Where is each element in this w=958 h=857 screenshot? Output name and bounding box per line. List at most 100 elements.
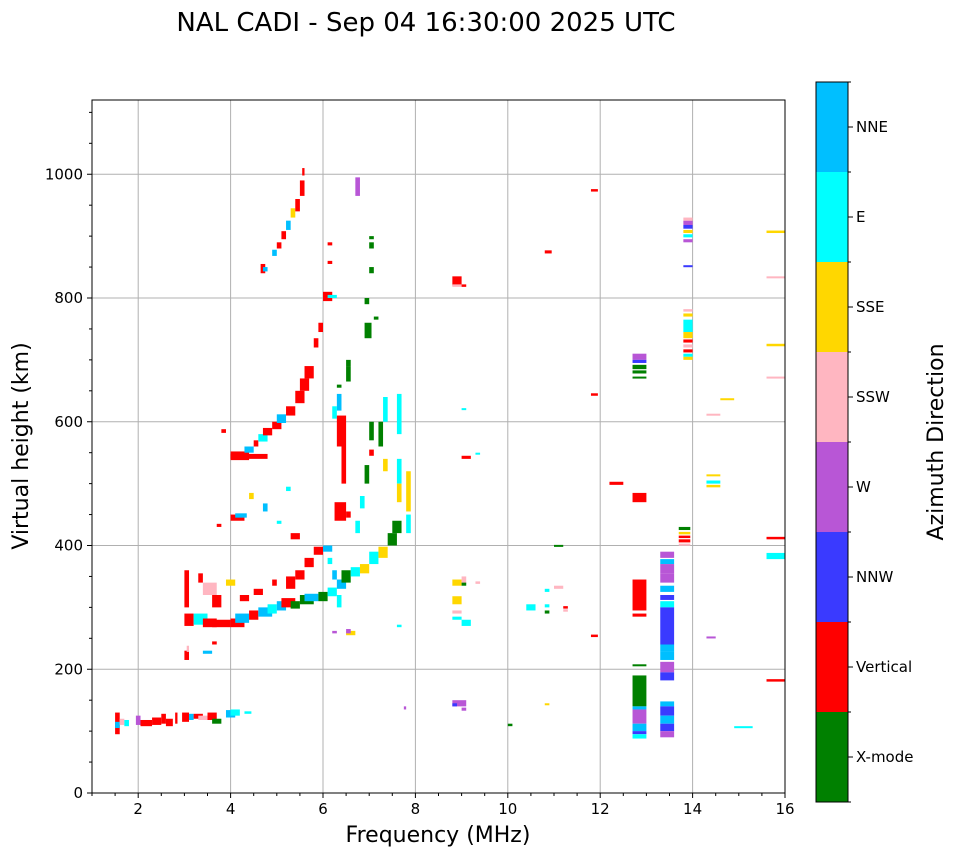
echo-point-nne bbox=[244, 446, 254, 453]
echo-point-x-mode bbox=[369, 267, 374, 274]
echo-point-e bbox=[683, 319, 693, 333]
colorbar-band-ssw bbox=[816, 352, 848, 442]
echo-point-vertical bbox=[304, 366, 314, 379]
echo-point-e bbox=[286, 486, 291, 492]
echo-point-vertical bbox=[341, 446, 347, 484]
echo-point-nne bbox=[262, 267, 268, 272]
colorbar-band-x-mode bbox=[816, 712, 848, 802]
y-tick-label: 0 bbox=[73, 784, 83, 802]
echo-point-w bbox=[452, 700, 467, 707]
echo-point-vertical bbox=[281, 231, 287, 240]
echo-point-vertical bbox=[295, 199, 300, 212]
x-tick-label: 16 bbox=[775, 800, 794, 818]
echo-point-sse bbox=[706, 484, 721, 488]
echo-point-e bbox=[396, 458, 402, 484]
x-axis-ticks: 2 4 6 8 10 12 14 16 bbox=[91, 793, 795, 818]
colorbar-label-ssw: SSW bbox=[856, 388, 890, 406]
echo-point-nnw bbox=[660, 706, 675, 716]
echo-point-vertical bbox=[295, 390, 305, 404]
echo-point-ssw bbox=[452, 284, 462, 287]
echo-point-nnw bbox=[683, 224, 693, 229]
echo-point-sse bbox=[225, 579, 236, 586]
echo-point-nne bbox=[632, 723, 647, 732]
echo-point-w bbox=[706, 636, 716, 639]
echo-point-vertical bbox=[295, 570, 305, 580]
echo-point-vertical bbox=[152, 717, 162, 725]
echo-point-vertical bbox=[198, 573, 203, 583]
echo-point-x-mode bbox=[364, 298, 370, 305]
colorbar-band-e bbox=[816, 172, 848, 262]
echo-point-vertical bbox=[461, 284, 467, 287]
colorbar-band-sse bbox=[816, 262, 848, 352]
echo-point-x-mode bbox=[369, 421, 374, 441]
colorbar-label-nnw: NNW bbox=[856, 568, 893, 586]
echo-point-vertical bbox=[239, 595, 250, 602]
plot-frame bbox=[91, 99, 786, 794]
echo-point-nnw bbox=[632, 359, 647, 363]
echo-point-nne bbox=[660, 644, 675, 652]
echo-point-x-mode bbox=[632, 675, 647, 707]
echo-point-vertical bbox=[175, 712, 178, 724]
echo-point-w bbox=[632, 709, 647, 724]
echo-point-sse bbox=[678, 531, 691, 535]
echo-point-vertical bbox=[286, 576, 296, 589]
echo-point-e bbox=[369, 551, 379, 565]
echo-point-w bbox=[683, 239, 693, 243]
echo-point-vertical bbox=[281, 598, 296, 608]
echo-point-e bbox=[766, 552, 785, 560]
echo-point-sse bbox=[683, 229, 693, 234]
echo-point-e bbox=[632, 734, 647, 739]
echo-point-ssw bbox=[186, 645, 190, 652]
echo-point-w bbox=[403, 706, 407, 710]
echo-point-vertical bbox=[262, 427, 273, 436]
echo-point-e bbox=[267, 604, 277, 614]
echo-point-vertical bbox=[336, 415, 347, 447]
x-tick-label: 8 bbox=[411, 800, 421, 818]
echo-point-sse bbox=[406, 471, 411, 512]
echo-point-nnw bbox=[683, 265, 693, 268]
echo-point-ssw bbox=[198, 715, 208, 720]
chart-title: NAL CADI - Sep 04 16:30:00 2025 UTC bbox=[176, 8, 675, 38]
echo-point-sse bbox=[249, 492, 254, 500]
echo-point-vertical bbox=[184, 650, 190, 660]
colorbar-band-w bbox=[816, 442, 848, 532]
echo-point-x-mode bbox=[632, 364, 647, 370]
echo-point-vertical bbox=[683, 339, 693, 343]
echo-point-e bbox=[475, 452, 481, 455]
echo-point-w bbox=[355, 177, 360, 196]
echo-point-nne bbox=[332, 570, 337, 580]
echo-point-vertical bbox=[632, 492, 647, 503]
gridlines bbox=[92, 100, 785, 793]
x-axis-label: Frequency (MHz) bbox=[346, 823, 531, 848]
echo-point-nne bbox=[336, 579, 347, 589]
echo-point-vertical bbox=[302, 168, 305, 176]
echo-point-sse bbox=[378, 546, 388, 558]
echo-point-e bbox=[544, 588, 550, 592]
x-tick-label: 12 bbox=[591, 800, 610, 818]
echo-point-nne bbox=[286, 220, 291, 230]
echo-point-w bbox=[660, 731, 675, 738]
echo-point-nne bbox=[632, 706, 647, 710]
echo-point-sse bbox=[544, 703, 550, 706]
echo-point-w bbox=[632, 353, 647, 360]
echo-point-e bbox=[396, 624, 402, 628]
echo-point-nne bbox=[262, 503, 268, 512]
echo-point-vertical bbox=[184, 613, 194, 626]
echo-point-x-mode bbox=[341, 570, 351, 583]
echo-point-e bbox=[359, 496, 365, 509]
y-axis-label: Virtual height (km) bbox=[9, 342, 34, 549]
echo-point-vertical bbox=[221, 429, 226, 433]
x-tick-label: 14 bbox=[683, 800, 702, 818]
echo-point-nne bbox=[336, 393, 342, 411]
echo-point-x-mode bbox=[554, 544, 564, 547]
echo-point-sse bbox=[683, 356, 693, 360]
echo-point-vertical bbox=[286, 406, 296, 416]
echo-point-sse bbox=[683, 313, 693, 317]
colorbar: X-mode Vertical NNW W SSW SSE E NNE bbox=[815, 81, 913, 803]
echo-point-vertical bbox=[212, 595, 222, 608]
echo-point-x-mode bbox=[336, 384, 342, 388]
echo-point-e bbox=[327, 587, 337, 597]
echo-point-vertical bbox=[253, 588, 263, 595]
echo-point-vertical bbox=[313, 338, 319, 348]
echo-point-vertical bbox=[182, 712, 190, 722]
